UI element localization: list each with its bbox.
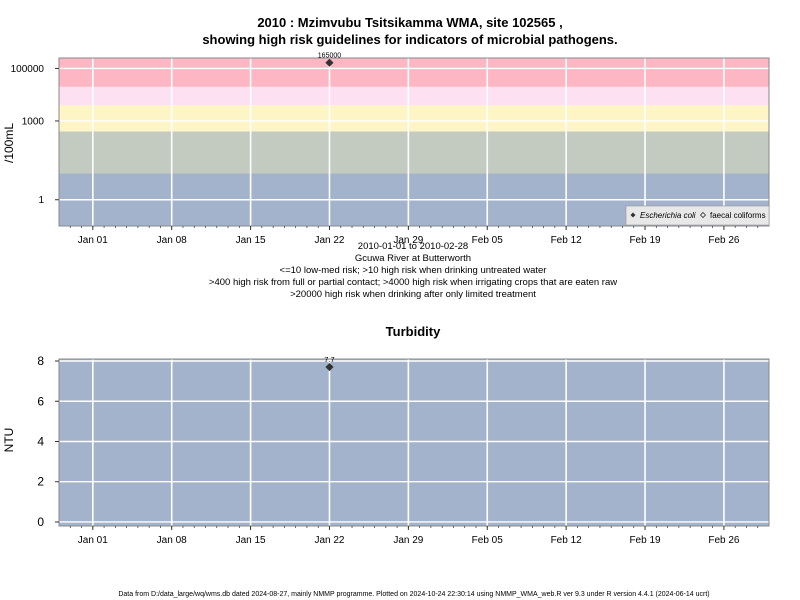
legend-label-faecal-coliforms: faecal coliforms [710, 211, 766, 220]
footer-note: Data from D:/data_large/wq/wms.db dated … [118, 591, 709, 598]
bottom-x-axis: Jan 01 Jan 08 Jan 15 Jan 22 Jan 29 Feb 05 Feb … [69, 526, 759, 546]
bottom-x-tick-label-feb-12: Feb 12 [551, 535, 583, 546]
top-x-axis: Jan 01 Jan 08 Jan 15 Jan 22 Jan 29 Feb 05 Feb … [69, 226, 759, 246]
bottom-y-axis: 0 2 4 6 8 [37, 354, 59, 529]
subtitle-date-range: 2010-01-01 to 2010-02-28 [358, 241, 468, 252]
risk-band-3 [59, 86, 769, 106]
top-y-tick-label-1000: 1000 [22, 116, 45, 127]
legend-marker-escherichia-coli [630, 212, 636, 218]
top-gridlines [59, 58, 769, 226]
bottom-y-tick-label-2: 2 [37, 475, 44, 489]
data-point-escherichia-coli [325, 58, 334, 67]
legend-marker-faecal-coliforms [699, 211, 707, 219]
top-x-tick-label-feb-19: Feb 19 [629, 235, 661, 246]
bottom-x-tick-label-jan-29: Jan 29 [393, 535, 423, 546]
legend: Escherichia coli faecal coliforms [625, 205, 770, 226]
data-point-turbidity [325, 362, 334, 372]
bottom-x-tick-label-jan-22: Jan 22 [314, 535, 344, 546]
top-y-axis-label: /100mL [2, 123, 16, 163]
top-x-tick-label-jan-08: Jan 08 [157, 235, 187, 246]
bottom-data-points: 7.7 [324, 355, 335, 372]
bottom-y-tick-label-4: 4 [37, 434, 44, 448]
subtitle-guideline-1: <=10 low-med risk; >10 high risk when dr… [280, 265, 547, 276]
bottom-plot-frame [58, 358, 770, 527]
bottom-y-tick-label-8: 8 [37, 354, 44, 368]
bottom-x-tick-label-jan-01: Jan 01 [78, 535, 108, 546]
risk-bands [59, 58, 769, 226]
turbidity-plot-background [59, 359, 769, 526]
bottom-y-tick-label-6: 6 [37, 394, 44, 408]
chart-title-line2: showing high risk guidelines for indicat… [202, 32, 617, 47]
top-x-tick-label-feb-05: Feb 05 [472, 235, 504, 246]
subtitle-guideline-2: >400 high risk from full or partial cont… [209, 277, 617, 288]
legend-label-escherichia-coli: Escherichia coli [640, 211, 696, 220]
subtitle-site-name: Gcuwa River at Butterworth [355, 253, 471, 264]
top-x-tick-label-feb-12: Feb 12 [551, 235, 583, 246]
top-x-tick-label-feb-26: Feb 26 [708, 235, 740, 246]
top-plot-frame [58, 57, 770, 227]
top-data-points: 165000 [318, 53, 341, 67]
legend-box [625, 205, 770, 226]
top-x-tick-label-jan-01: Jan 01 [78, 235, 108, 246]
bottom-gridlines [59, 359, 769, 526]
subtitle-guideline-3: >20000 high risk when drinking after onl… [290, 289, 536, 300]
risk-band-1 [59, 131, 769, 174]
top-y-tick-label-100000: 100000 [11, 64, 45, 75]
bottom-x-tick-label-feb-26: Feb 26 [708, 535, 740, 546]
chart-title-line1: 2010 : Mzimvubu Tsitsikamma WMA, site 10… [257, 15, 562, 30]
top-y-tick-label-1: 1 [38, 195, 44, 206]
data-label-turbidity: 7.7 [324, 355, 334, 364]
top-x-tick-label-jan-15: Jan 15 [236, 235, 266, 246]
top-x-tick-label-jan-29: Jan 29 [393, 235, 423, 246]
turbidity-title: Turbidity [386, 324, 441, 339]
bottom-x-tick-label-feb-19: Feb 19 [629, 535, 661, 546]
bottom-y-tick-label-0: 0 [37, 515, 44, 529]
data-label-escherichia-coli: 165000 [318, 53, 341, 60]
top-y-axis: 1 1000 100000 [11, 64, 59, 206]
bottom-x-tick-label-jan-08: Jan 08 [157, 535, 187, 546]
risk-band-4 [59, 58, 769, 87]
risk-band-2 [59, 105, 769, 132]
bottom-y-axis-label: NTU [2, 428, 16, 453]
bottom-x-tick-label-feb-05: Feb 05 [472, 535, 504, 546]
bottom-x-tick-label-jan-15: Jan 15 [236, 535, 266, 546]
top-x-tick-label-jan-22: Jan 22 [314, 235, 344, 246]
